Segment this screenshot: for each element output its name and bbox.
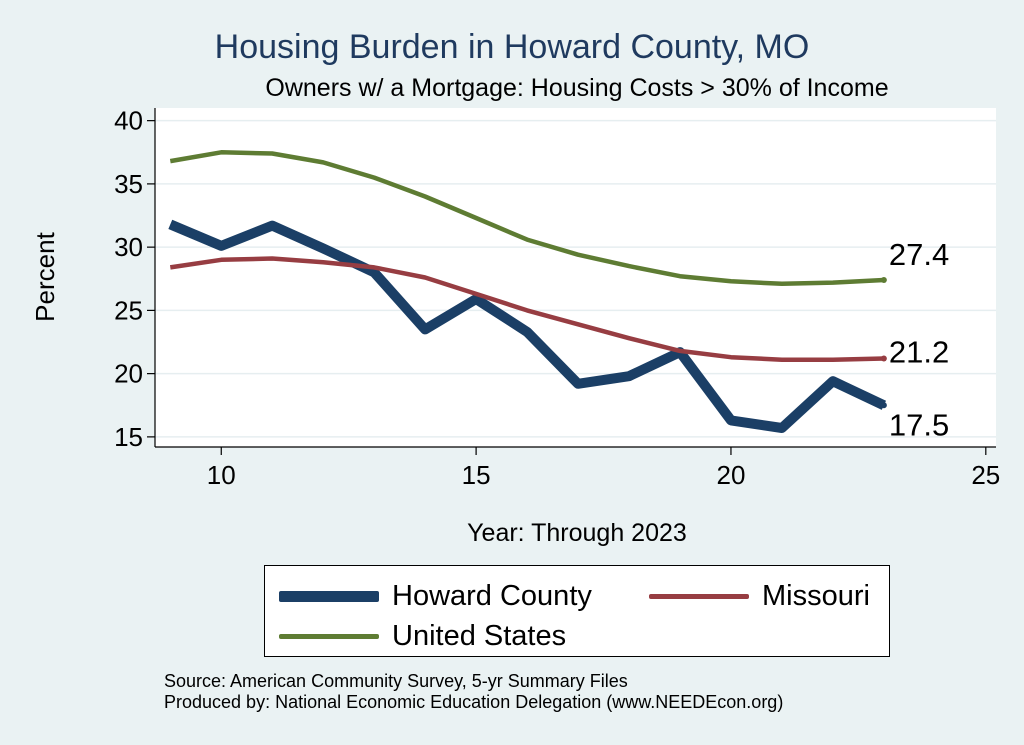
legend-swatch-missouri xyxy=(649,594,749,599)
end-labels: 17.5 21.2 27.4 xyxy=(889,237,949,442)
end-label-missouri: 21.2 xyxy=(889,334,949,369)
x-tick-label-20: 20 xyxy=(716,460,745,490)
chart-subtitle: Owners w/ a Mortgage: Housing Costs > 30… xyxy=(265,74,889,102)
y-axis-label: Percent xyxy=(30,231,60,321)
data-point-howard-county xyxy=(880,402,887,409)
data-point-united-states xyxy=(880,277,887,284)
line-chart: 15 20 25 30 35 40 10 15 20 25 17.5 21.2 27.4 Percen… xyxy=(30,106,1000,490)
legend-item-howard-county: Howard County xyxy=(279,580,592,613)
y-tick-label-15: 15 xyxy=(114,422,143,452)
axis-ticks: 15 20 25 30 35 40 10 15 20 25 xyxy=(114,106,1000,490)
series-lines xyxy=(168,150,887,433)
x-tick-label-15: 15 xyxy=(462,460,491,490)
end-label-united-states: 27.4 xyxy=(889,237,949,272)
end-label-howard-county: 17.5 xyxy=(889,407,949,442)
x-tick-label-25: 25 xyxy=(971,460,1000,490)
y-tick-label-35: 35 xyxy=(114,169,143,199)
legend-label-howard-county: Howard County xyxy=(392,580,592,612)
x-axis-label: Year: Through 2023 xyxy=(467,519,687,547)
legend-item-united-states: United States xyxy=(279,620,566,653)
x-tick-label-10: 10 xyxy=(207,460,236,490)
y-tick-label-25: 25 xyxy=(114,295,143,325)
data-point-missouri xyxy=(880,355,887,362)
legend-label-united-states: United States xyxy=(392,620,567,652)
chart-title: Housing Burden in Howard County, MO xyxy=(214,28,810,66)
legend-swatch-united-states xyxy=(279,634,379,639)
legend-label-missouri: Missouri xyxy=(762,580,870,612)
source-line: Source: American Community Survey, 5-yr … xyxy=(164,671,628,691)
gridlines xyxy=(155,119,996,438)
y-tick-label-40: 40 xyxy=(114,106,143,136)
producer-line: Produced by: National Economic Education… xyxy=(164,692,784,712)
y-tick-label-30: 30 xyxy=(114,232,143,262)
legend-item-missouri: Missouri xyxy=(649,580,870,613)
legend-swatch-howard-county xyxy=(279,591,379,602)
source-note: Source: American Community Survey, 5-yr … xyxy=(164,671,783,713)
y-tick-label-20: 20 xyxy=(114,359,143,389)
legend: Howard County Missouri United States xyxy=(264,565,890,657)
